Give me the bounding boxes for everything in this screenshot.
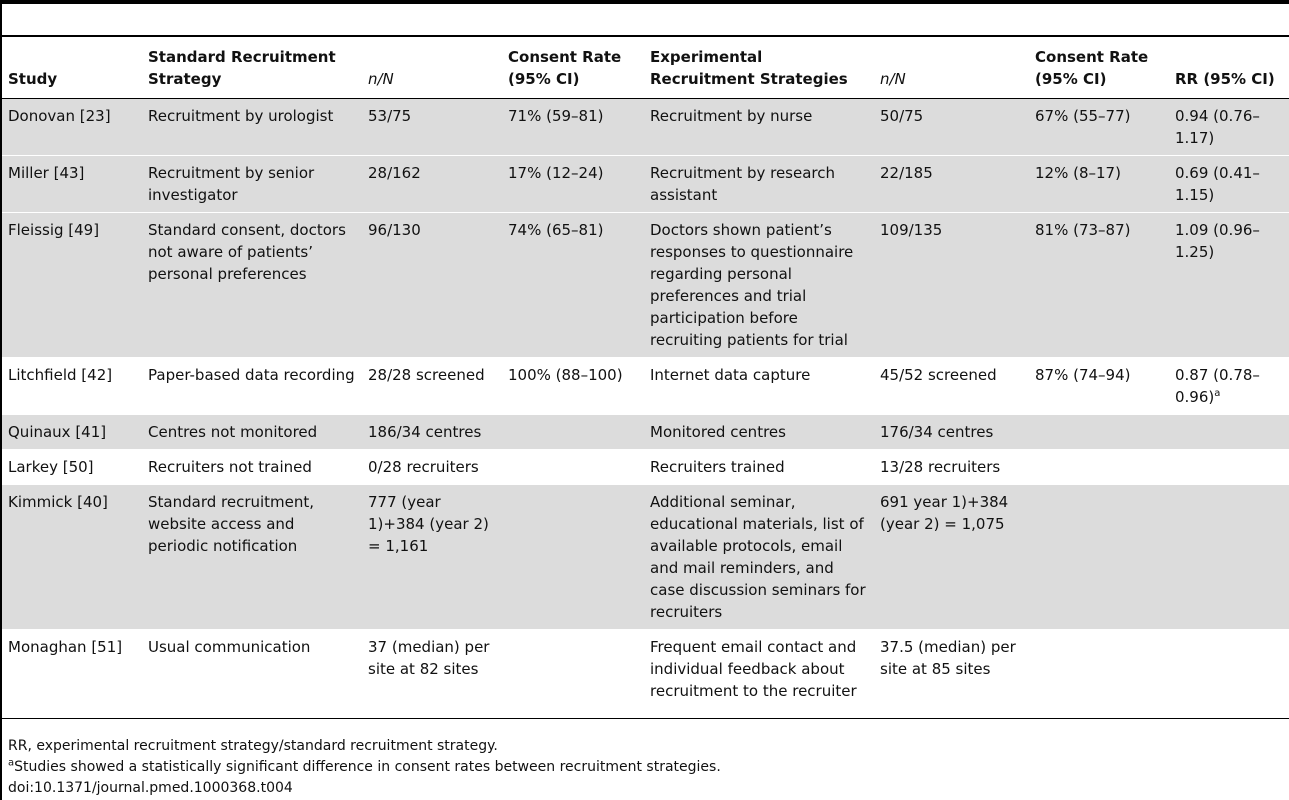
cell-standard-strategy: Recruiters not trained xyxy=(148,458,312,476)
cell-rr xyxy=(1169,450,1289,485)
table-footnotes: RR, experimental recruitment strategy/st… xyxy=(8,736,1278,799)
cell-standard-consent xyxy=(502,630,644,709)
cell-standard-strategy: Centres not monitored xyxy=(142,414,362,450)
cell-experimental-strategy: Monitored centres xyxy=(644,414,874,450)
cell-experimental-strategy: Recruiters trained xyxy=(650,458,785,476)
cell-standard-strategy: Standard consent, doctors not aware of p… xyxy=(142,212,362,358)
cell-experimental-consent: 81% (73–87) xyxy=(1029,212,1169,358)
cell-rr xyxy=(1169,630,1289,709)
cell-standard-n: 53/75 xyxy=(362,98,502,156)
cell-standard-consent: 17% (12–24) xyxy=(502,155,644,213)
cell-standard-n: 28/28 screened xyxy=(368,366,485,384)
cell-experimental-consent xyxy=(1029,630,1169,709)
cell-experimental-consent xyxy=(1029,414,1169,450)
footnote-rr-definition: RR, experimental recruitment strategy/st… xyxy=(8,738,498,754)
cell-experimental-consent: 12% (8–17) xyxy=(1029,155,1169,213)
table-row: Larkey [50] Recruiters not trained 0/28 … xyxy=(2,450,1289,485)
cell-experimental-n: 13/28 recruiters xyxy=(880,458,1001,476)
cell-rr: 0.69 (0.41–1.15) xyxy=(1169,155,1289,213)
cell-standard-consent: 100% (88–100) xyxy=(508,366,623,384)
cell-standard-n: 37 (median) per site at 82 sites xyxy=(368,638,490,678)
bottom-rule xyxy=(0,718,1289,719)
rr-footnote-marker: a xyxy=(1214,388,1221,399)
footnote-a: aStudies showed a statistically signific… xyxy=(8,757,1278,778)
table-body: Donovan [23] Recruitment by urologist 53… xyxy=(2,98,1289,709)
results-table: Study Standard Recruitment Strategy n/N … xyxy=(2,37,1289,709)
cell-study: Larkey [50] xyxy=(8,458,94,476)
rr-value: 0.94 (0.76–1.17) xyxy=(1175,107,1260,147)
cell-standard-n: 96/130 xyxy=(362,212,502,358)
cell-experimental-n: 45/52 screened xyxy=(880,366,997,384)
cell-experimental-n: 109/135 xyxy=(874,212,1029,358)
table-row: Litchfield [42] Paper-based data recordi… xyxy=(2,358,1289,415)
table-row: Miller [43] Recruitment by senior invest… xyxy=(2,155,1289,213)
col-standard-consent-header: Consent Rate (95% CI) xyxy=(502,37,644,99)
rr-value: 0.87 (0.78–0.96) xyxy=(1175,366,1260,406)
cell-standard-consent xyxy=(502,450,644,485)
table-row: Donovan [23] Recruitment by urologist 53… xyxy=(2,98,1289,156)
cell-experimental-strategy: Recruitment by nurse xyxy=(644,98,874,156)
cell-experimental-consent: 67% (55–77) xyxy=(1029,98,1169,156)
col-standard-n-header: n/N xyxy=(362,37,502,99)
header-row: Study Standard Recruitment Strategy n/N … xyxy=(2,37,1289,99)
cell-study: Kimmick [40] xyxy=(2,484,142,630)
cell-experimental-strategy: Recruitment by research assistant xyxy=(644,155,874,213)
col-study-header: Study xyxy=(2,37,142,99)
cell-standard-strategy: Paper-based data recording xyxy=(148,366,355,384)
cell-experimental-consent xyxy=(1029,484,1169,630)
cell-experimental-n: 37.5 (median) per site at 85 sites xyxy=(880,638,1016,678)
doi-text: doi:10.1371/journal.pmed.1000368.t004 xyxy=(8,780,293,796)
rr-value: 0.69 (0.41–1.15) xyxy=(1175,164,1260,204)
rr-value: 1.09 (0.96–1.25) xyxy=(1175,221,1260,261)
cell-rr: 1.09 (0.96–1.25) xyxy=(1169,212,1289,358)
table-row: Kimmick [40] Standard recruitment, websi… xyxy=(2,484,1289,630)
cell-standard-n: 777 (year 1)+384 (year 2) = 1,161 xyxy=(362,484,502,630)
cell-experimental-strategy: Internet data capture xyxy=(650,366,811,384)
table-header: Study Standard Recruitment Strategy n/N … xyxy=(2,37,1289,99)
cell-experimental-consent: 87% (74–94) xyxy=(1035,366,1131,384)
table-row: Monaghan [51] Usual communication 37 (me… xyxy=(2,630,1289,709)
cell-standard-strategy: Usual communication xyxy=(148,638,311,656)
cell-standard-consent xyxy=(502,484,644,630)
cell-standard-consent: 71% (59–81) xyxy=(502,98,644,156)
table-row: Quinaux [41] Centres not monitored 186/3… xyxy=(2,414,1289,450)
col-experimental-consent-header: Consent Rate (95% CI) xyxy=(1029,37,1169,99)
cell-standard-strategy: Recruitment by senior investigator xyxy=(142,155,362,213)
cell-rr: 0.87 (0.78–0.96)a xyxy=(1169,358,1289,415)
cell-rr: 0.94 (0.76–1.17) xyxy=(1169,98,1289,156)
cell-experimental-strategy: Frequent email contact and individual fe… xyxy=(650,638,857,700)
footnote-a-text: Studies showed a statistically significa… xyxy=(14,759,721,775)
footnote-a-marker: a xyxy=(8,757,15,769)
header-rule xyxy=(0,35,1289,37)
cell-study: Monaghan [51] xyxy=(8,638,123,656)
cell-study: Donovan [23] xyxy=(2,98,142,156)
cell-standard-consent: 74% (65–81) xyxy=(502,212,644,358)
cell-rr xyxy=(1169,484,1289,630)
col-experimental-n-header: n/N xyxy=(874,37,1029,99)
cell-experimental-n: 691 year 1)+384 (year 2) = 1,075 xyxy=(874,484,1029,630)
cell-experimental-n: 176/34 centres xyxy=(874,414,1029,450)
cell-experimental-n: 22/185 xyxy=(874,155,1029,213)
cell-study: Litchfield [42] xyxy=(8,366,113,384)
cell-rr xyxy=(1169,414,1289,450)
cell-standard-n: 0/28 recruiters xyxy=(368,458,479,476)
col-experimental-strategy-header: Experimental Recruitment Strategies xyxy=(644,37,874,99)
cell-experimental-strategy: Doctors shown patient’s responses to que… xyxy=(644,212,874,358)
cell-study: Quinaux [41] xyxy=(2,414,142,450)
cell-experimental-consent xyxy=(1029,450,1169,485)
table-row: Fleissig [49] Standard consent, doctors … xyxy=(2,212,1289,358)
cell-standard-n: 28/162 xyxy=(362,155,502,213)
col-standard-strategy-header: Standard Recruitment Strategy xyxy=(142,37,362,99)
top-rule xyxy=(0,0,1289,4)
cell-experimental-n: 50/75 xyxy=(874,98,1029,156)
cell-experimental-strategy: Additional seminar, educational material… xyxy=(644,484,874,630)
cell-study: Miller [43] xyxy=(2,155,142,213)
cell-standard-strategy: Standard recruitment, website access and… xyxy=(142,484,362,630)
cell-standard-n: 186/34 centres xyxy=(362,414,502,450)
cell-study: Fleissig [49] xyxy=(2,212,142,358)
cell-standard-strategy: Recruitment by urologist xyxy=(142,98,362,156)
cell-standard-consent xyxy=(502,414,644,450)
col-rr-header: RR (95% CI) xyxy=(1169,37,1289,99)
